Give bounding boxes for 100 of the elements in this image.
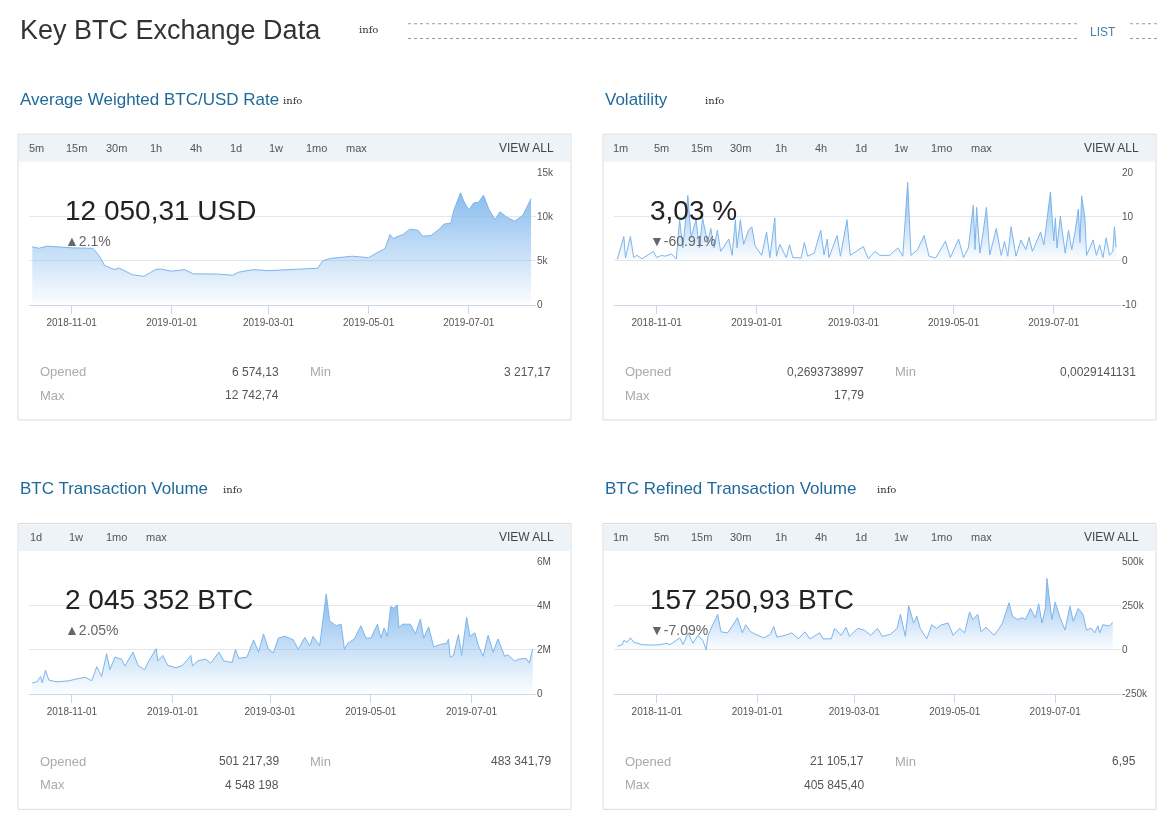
- y-tick-label: 0: [537, 299, 543, 311]
- text: Max: [40, 388, 66, 403]
- text: info: [877, 484, 897, 495]
- text: 1mo: [931, 142, 953, 154]
- x-tick-label: 2019-03-01: [827, 316, 880, 328]
- x-tick-label: 2019-05-01: [929, 705, 981, 717]
- text: 1mo: [931, 531, 953, 543]
- text: 6 574,13: [232, 365, 280, 379]
- y-tick-label: 15k: [537, 167, 555, 179]
- x-tick-label: 2018-11-01: [631, 316, 683, 328]
- y-tick-label: 10: [1122, 211, 1134, 223]
- text: 4 548 198: [225, 778, 279, 792]
- text: 1w: [894, 142, 909, 154]
- y-tick-label: 2M: [537, 644, 551, 656]
- text: 21 105,17: [810, 754, 864, 768]
- text: 30m: [730, 142, 752, 154]
- annotation: ▲2.05%: [65, 622, 119, 638]
- text: 30m: [730, 531, 752, 543]
- text: 1h: [775, 531, 788, 543]
- x-tick-label: 2019-05-01: [343, 316, 395, 328]
- text: info: [283, 95, 303, 106]
- text: 5m: [29, 142, 45, 154]
- x-tick-label: 2019-03-01: [244, 705, 297, 717]
- y-tick-label: -250k: [1122, 688, 1149, 700]
- y-tick-label: 0: [1122, 644, 1128, 656]
- text: max: [971, 531, 993, 543]
- text: 501 217,39: [219, 754, 280, 768]
- y-tick-label: 250k: [1122, 600, 1145, 612]
- text: 12 742,74: [225, 388, 279, 402]
- text: Min: [895, 754, 916, 769]
- text: max: [346, 142, 368, 154]
- text: 1d: [855, 531, 868, 543]
- text: VIEW ALL: [1084, 530, 1140, 544]
- x-tick-label: 2018-11-01: [631, 705, 683, 717]
- chart-title: BTC Refined Transaction Volume: [605, 479, 857, 498]
- chart-title: BTC Transaction Volume: [20, 479, 209, 498]
- text: Opened: [625, 754, 672, 769]
- text: 17,79: [834, 388, 865, 402]
- text: 1w: [269, 142, 284, 154]
- y-tick-label: 6M: [537, 556, 551, 568]
- x-tick-label: 2019-01-01: [731, 705, 784, 717]
- text: 15m: [66, 142, 88, 154]
- text: VIEW ALL: [499, 141, 555, 155]
- text: 157 250,93 BTC: [650, 584, 854, 615]
- text: info: [223, 484, 243, 495]
- text: 15m: [691, 531, 713, 543]
- text: 1d: [855, 142, 868, 154]
- text: 4h: [815, 531, 828, 543]
- y-tick-label: 20: [1122, 167, 1134, 179]
- text: Min: [310, 754, 331, 769]
- text: 1h: [150, 142, 163, 154]
- text: 0,2693738997: [787, 365, 865, 379]
- x-tick-label: 2019-01-01: [731, 316, 783, 328]
- text: 1w: [69, 531, 84, 543]
- y-tick-label: 0: [1122, 255, 1128, 267]
- text: Min: [310, 364, 331, 379]
- annotation: ▼-7.09%: [650, 622, 709, 638]
- y-tick-label: -10: [1122, 299, 1137, 311]
- y-tick-label: 5k: [537, 255, 549, 267]
- x-tick-label: 2018-11-01: [46, 705, 98, 717]
- text: 1m: [613, 142, 629, 154]
- text: 30m: [106, 142, 128, 154]
- x-tick-label: 2019-01-01: [146, 316, 198, 328]
- x-tick-label: 2018-11-01: [46, 316, 98, 328]
- x-tick-label: 2019-05-01: [345, 705, 397, 717]
- x-tick-label: 2019-03-01: [828, 705, 881, 717]
- text: 3 217,17: [504, 365, 552, 379]
- text: Opened: [40, 754, 87, 769]
- text: 5m: [654, 531, 670, 543]
- y-tick-label: 500k: [1122, 556, 1145, 568]
- text: max: [146, 531, 168, 543]
- text: 1w: [894, 531, 909, 543]
- text: 405 845,40: [804, 778, 865, 792]
- text: Key BTC Exchange Data: [20, 15, 322, 45]
- text: info: [705, 95, 725, 106]
- y-tick-label: 10k: [537, 211, 555, 223]
- chart-title: Average Weighted BTC/USD Rate: [20, 90, 280, 109]
- text: 1h: [775, 142, 788, 154]
- text: 6,95: [1112, 754, 1136, 768]
- chart-title: Volatility: [605, 90, 668, 109]
- text: 5m: [654, 142, 670, 154]
- text: VIEW ALL: [499, 530, 555, 544]
- text: 4h: [190, 142, 203, 154]
- text: 483 341,79: [491, 754, 552, 768]
- y-tick-label: 4M: [537, 600, 551, 612]
- text: Max: [625, 777, 651, 792]
- text: 1d: [230, 142, 243, 154]
- x-tick-label: 2019-07-01: [446, 705, 498, 717]
- x-tick-label: 2019-03-01: [242, 316, 295, 328]
- text: 1d: [30, 531, 43, 543]
- x-tick-label: 2019-07-01: [1029, 705, 1082, 717]
- text: info: [359, 24, 379, 35]
- x-tick-label: 2019-07-01: [443, 316, 495, 328]
- text: Opened: [40, 364, 87, 379]
- y-tick-label: 0: [537, 688, 543, 700]
- x-tick-label: 2019-01-01: [147, 705, 199, 717]
- text: VIEW ALL: [1084, 141, 1140, 155]
- text: 2 045 352 BTC: [65, 584, 254, 615]
- text: Min: [895, 364, 916, 379]
- text: 1mo: [306, 142, 328, 154]
